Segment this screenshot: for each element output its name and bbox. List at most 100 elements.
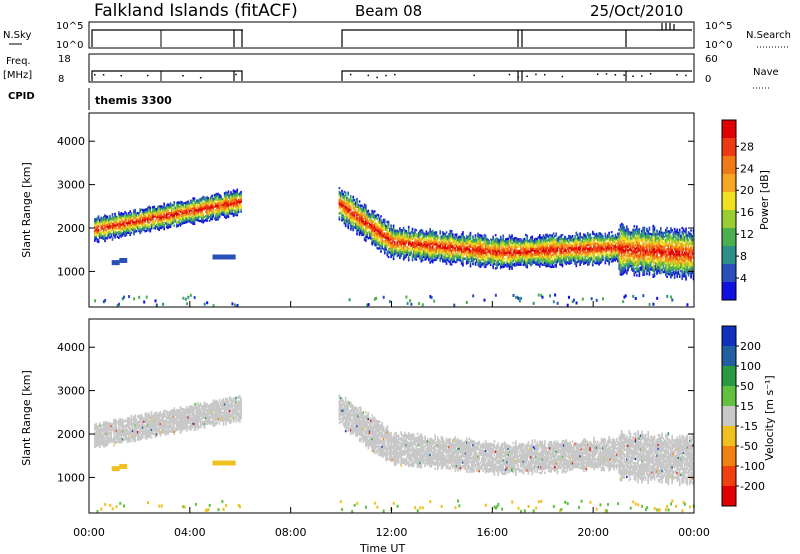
range-cell bbox=[206, 217, 208, 220]
range-cell bbox=[643, 269, 646, 273]
range-cell bbox=[184, 297, 187, 301]
range-cell bbox=[221, 205, 224, 208]
range-cell bbox=[226, 201, 229, 205]
range-cell bbox=[477, 248, 479, 251]
range-cell bbox=[468, 248, 471, 251]
range-cell bbox=[201, 208, 203, 212]
range-cell bbox=[630, 241, 633, 244]
range-cell bbox=[344, 199, 347, 202]
range-cell bbox=[460, 262, 463, 265]
range-cell bbox=[159, 205, 162, 208]
range-cell bbox=[565, 241, 568, 244]
range-cell bbox=[238, 192, 241, 195]
range-cell bbox=[102, 300, 105, 304]
range-cell bbox=[633, 264, 636, 267]
range-cell bbox=[610, 244, 613, 248]
range-cell bbox=[366, 222, 368, 225]
range-cell bbox=[638, 247, 641, 250]
range-cell bbox=[467, 261, 469, 264]
range-cell bbox=[527, 255, 530, 259]
range-cell bbox=[507, 237, 510, 240]
range-cell bbox=[377, 221, 380, 225]
range-cell bbox=[381, 234, 384, 238]
range-cell bbox=[624, 268, 627, 271]
range-cell bbox=[206, 203, 208, 207]
range-cell bbox=[193, 199, 196, 202]
range-cell bbox=[352, 203, 355, 206]
range-cell bbox=[106, 215, 109, 218]
range-cell bbox=[383, 240, 386, 243]
range-cell bbox=[170, 203, 173, 207]
range-cell bbox=[160, 218, 163, 222]
range-cell bbox=[196, 203, 198, 206]
range-cell bbox=[619, 230, 622, 233]
range-cell bbox=[642, 232, 644, 236]
range-cell bbox=[344, 201, 347, 204]
range-cell bbox=[139, 227, 142, 231]
range-cell bbox=[522, 261, 525, 265]
range-cell bbox=[518, 251, 521, 255]
range-cell bbox=[436, 240, 439, 244]
range-cell bbox=[459, 239, 462, 243]
range-cell bbox=[152, 217, 154, 221]
range-cell bbox=[215, 210, 217, 214]
range-cell bbox=[347, 226, 350, 230]
range-cell bbox=[386, 228, 389, 232]
range-cell bbox=[163, 220, 166, 223]
range-cell bbox=[585, 251, 588, 254]
range-cell bbox=[589, 241, 592, 244]
range-cell bbox=[371, 231, 373, 234]
range-cell bbox=[218, 199, 221, 203]
range-cell bbox=[492, 237, 494, 240]
range-cell bbox=[508, 244, 511, 247]
range-cell bbox=[167, 220, 169, 224]
range-cell bbox=[536, 239, 539, 243]
range-cell bbox=[212, 304, 215, 308]
range-cell bbox=[431, 247, 434, 250]
range-cell bbox=[477, 234, 479, 237]
range-cell bbox=[540, 252, 542, 255]
range-cell bbox=[633, 262, 636, 265]
range-cell bbox=[167, 207, 169, 210]
range-cell bbox=[509, 259, 512, 262]
range-cell bbox=[399, 233, 401, 236]
range-cell bbox=[583, 235, 585, 238]
range-cell bbox=[104, 220, 106, 223]
range-cell bbox=[541, 245, 544, 249]
range-cell bbox=[614, 259, 617, 262]
range-cell bbox=[368, 217, 371, 220]
range-cell bbox=[455, 256, 458, 260]
range-cell bbox=[404, 248, 406, 252]
range-cell bbox=[133, 215, 135, 218]
range-cell bbox=[588, 253, 590, 256]
range-cell bbox=[533, 240, 536, 243]
range-cell bbox=[370, 215, 372, 219]
range-cell bbox=[594, 261, 597, 265]
range-cell bbox=[605, 237, 608, 241]
range-cell bbox=[414, 255, 416, 259]
range-cell bbox=[636, 231, 638, 234]
range-cell bbox=[448, 233, 450, 236]
range-cell bbox=[474, 249, 477, 253]
range-cell bbox=[192, 212, 195, 216]
range-cell bbox=[154, 209, 157, 212]
range-cell bbox=[622, 239, 624, 242]
range-cell bbox=[438, 248, 440, 252]
range-cell bbox=[217, 212, 220, 215]
range-cell bbox=[109, 224, 111, 228]
range-cell bbox=[126, 215, 129, 219]
range-cell bbox=[407, 255, 410, 258]
range-cell bbox=[559, 247, 561, 250]
range-cell bbox=[213, 197, 216, 201]
range-cell bbox=[601, 252, 604, 256]
range-cell bbox=[579, 246, 581, 249]
range-cell bbox=[96, 228, 99, 231]
range-cell bbox=[594, 234, 597, 237]
range-cell bbox=[202, 213, 205, 216]
range-cell bbox=[216, 206, 218, 209]
range-cell bbox=[460, 260, 463, 263]
range-cell bbox=[618, 246, 621, 249]
range-cell bbox=[225, 210, 227, 214]
range-cell bbox=[182, 212, 184, 215]
range-cell bbox=[105, 217, 108, 220]
